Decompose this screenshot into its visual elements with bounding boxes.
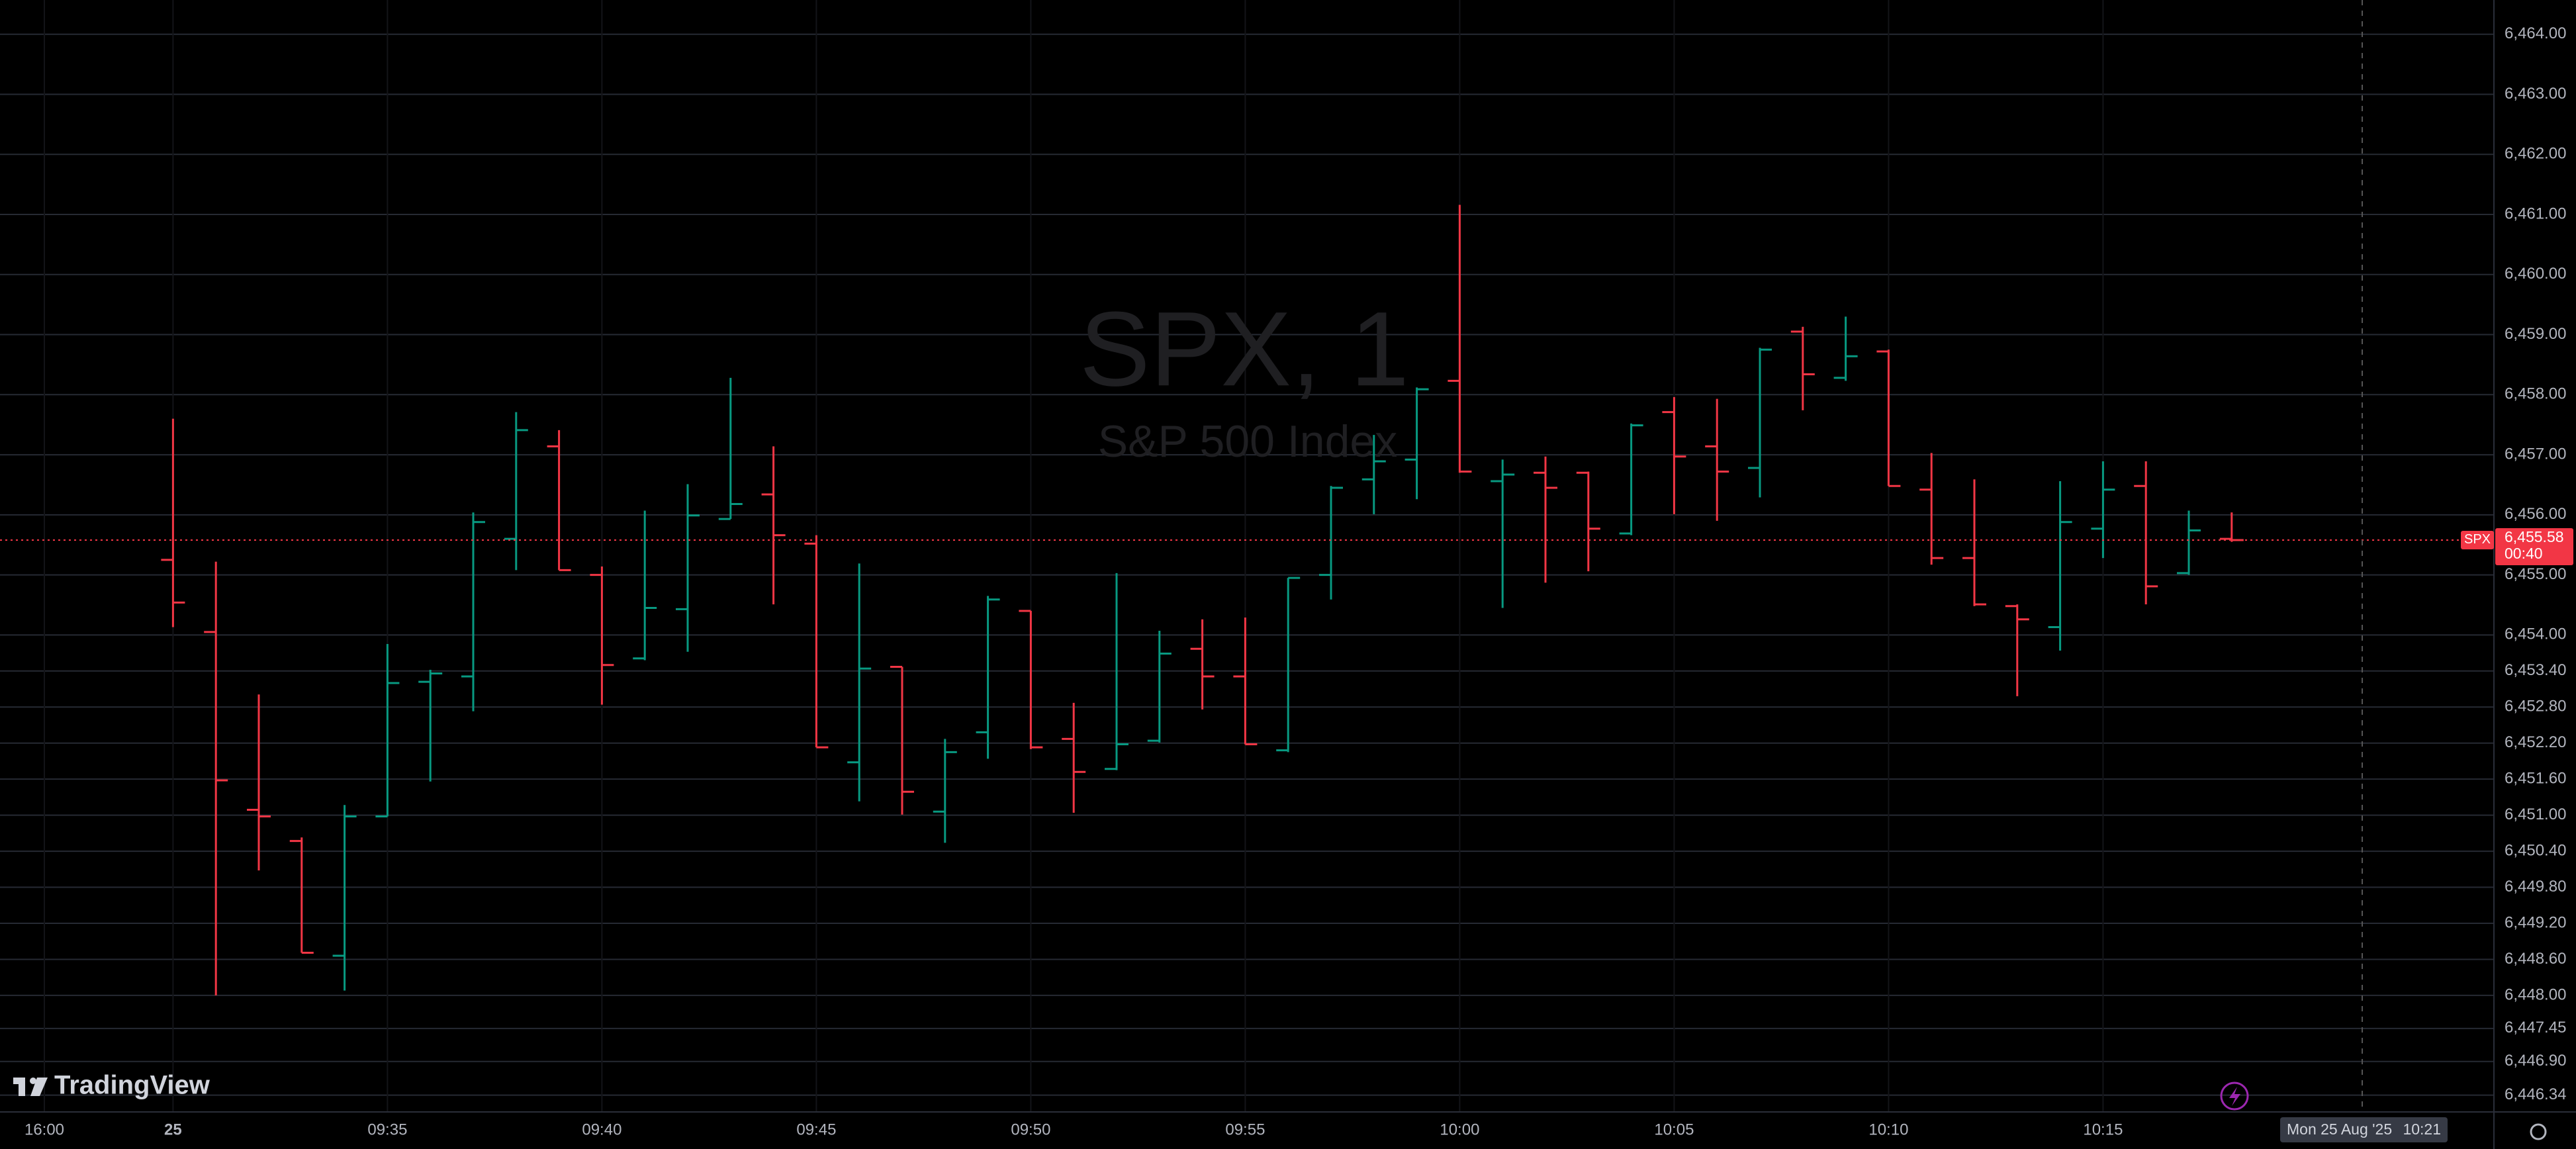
last-price-label: 6,455.58: [2505, 528, 2564, 545]
y-tick-label: 6,459.00: [2505, 325, 2566, 343]
axes: 6,464.00 6,463.00 6,462.00 6,461.00 6,460.00…: [24, 24, 2573, 1138]
crosshair-label: [2280, 1117, 2448, 1142]
y-tick-label: 6,462.00: [2505, 145, 2566, 163]
y-tick-label: 6,461.00: [2505, 205, 2566, 222]
y-tick-label: 6,446.34: [2505, 1085, 2566, 1103]
symbol-tag: [2461, 530, 2494, 549]
y-tick-label: 6,450.40: [2505, 841, 2566, 859]
x-tick-label: 16:00: [24, 1121, 64, 1138]
logo-icon: [30, 1078, 36, 1084]
x-tick-label: 10:00: [1440, 1121, 1479, 1138]
x-tick-label: 09:40: [582, 1121, 621, 1138]
y-tick-label: 6,456.00: [2505, 505, 2566, 523]
y-tick-label: 6,448.00: [2505, 986, 2566, 1003]
x-tick-label: 10:10: [1868, 1121, 1908, 1138]
y-tick-label: 6,449.80: [2505, 878, 2566, 896]
x-tick-label: 09:45: [796, 1121, 836, 1138]
x-tick-label: 10:05: [1654, 1121, 1694, 1138]
symbol-label: SPX: [2464, 532, 2491, 547]
logo: TradingView: [13, 1071, 210, 1100]
y-tick-label: 6,454.00: [2505, 625, 2566, 643]
lightning-icon[interactable]: [2220, 1081, 2249, 1111]
y-tick-label: 6,446.90: [2505, 1052, 2566, 1070]
y-tick-label: 6,455.00: [2505, 565, 2566, 583]
x-tick-label: 09:35: [367, 1121, 407, 1138]
watermark-subtitle: S&P 500 Index: [1098, 416, 1397, 467]
logo-icon: [30, 1078, 48, 1096]
crosshair-date: Mon 25 Aug '25: [2287, 1121, 2392, 1138]
y-tick-label: 6,452.20: [2505, 733, 2566, 751]
y-tick-label: 6,448.60: [2505, 950, 2566, 968]
x-tick-label: 10:15: [2083, 1121, 2123, 1138]
logo-text: TradingView: [54, 1071, 210, 1100]
y-tick-label: 6,451.00: [2505, 805, 2566, 823]
y-tick-label: 6,449.20: [2505, 913, 2566, 931]
countdown-label: 00:40: [2505, 545, 2543, 562]
watermark-title: SPX, 1: [1080, 289, 1409, 408]
crosshair-time: 10:21: [2403, 1121, 2441, 1138]
settings-icon[interactable]: [2530, 1123, 2547, 1140]
logo-icon: [19, 1078, 25, 1096]
x-tick-label: 09:50: [1011, 1121, 1050, 1138]
x-tick-label: 25: [164, 1121, 182, 1138]
y-tick-label: 6,464.00: [2505, 24, 2566, 42]
grid: [0, 0, 2494, 1112]
bars: [0, 205, 2494, 995]
y-tick-label: 6,460.00: [2505, 265, 2566, 283]
price-tag: [2495, 528, 2573, 565]
x-tick-label: 09:55: [1225, 1121, 1265, 1138]
price-axis: [2494, 0, 2576, 1149]
y-tick-label: 6,453.40: [2505, 661, 2566, 679]
y-tick-label: 6,463.00: [2505, 85, 2566, 103]
y-tick-label: 6,457.00: [2505, 445, 2566, 463]
y-tick-label: 6,452.80: [2505, 698, 2566, 715]
lightning-icon: [2229, 1087, 2240, 1106]
y-tick-label: 6,447.45: [2505, 1019, 2566, 1036]
y-tick-label: 6,458.00: [2505, 385, 2566, 403]
y-tick-label: 6,451.60: [2505, 770, 2566, 788]
